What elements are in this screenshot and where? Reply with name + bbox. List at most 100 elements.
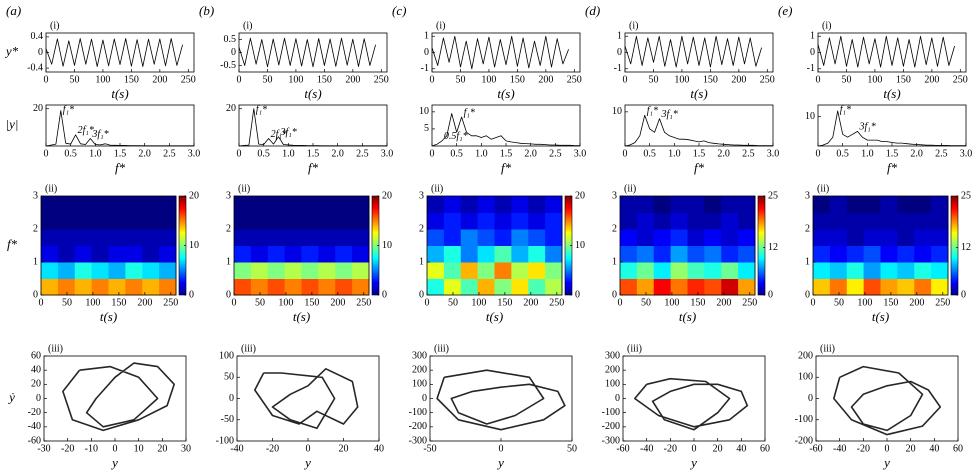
y-tick-label: 0 — [226, 289, 231, 300]
heat-cell — [846, 212, 865, 230]
x-tick-label: -40 — [640, 443, 653, 454]
x-tick-label: 1.5 — [886, 148, 899, 159]
x-tick-label: 200 — [523, 297, 538, 308]
heat-cell — [427, 212, 445, 230]
x-tick-label: 40 — [929, 443, 939, 454]
data-line — [624, 35, 762, 68]
heat-cell — [880, 196, 898, 213]
x-tick-label: 2.5 — [549, 148, 562, 159]
heat-cell — [142, 278, 160, 296]
heat-cell — [91, 278, 109, 296]
x-tick-label: 20 — [339, 443, 349, 454]
colorbar-tick-label: 25 — [768, 190, 778, 201]
x-axis-label: f* — [501, 160, 512, 175]
heat-cell — [284, 262, 302, 279]
heat-cell — [159, 229, 177, 246]
heat-cell — [427, 245, 445, 263]
y-tick-label: 1 — [33, 256, 38, 267]
x-tick-label: 0.5 — [643, 148, 656, 159]
x-tick-label: 250 — [356, 297, 371, 308]
colorbar-tick-label: 0 — [961, 289, 966, 300]
heat-cell — [511, 262, 529, 279]
heat-cell — [318, 278, 336, 296]
heat-cell — [267, 262, 286, 279]
y-tick-label: -200 — [409, 421, 427, 432]
x-tick-label: 2.5 — [163, 148, 176, 159]
heat-cell — [125, 262, 143, 279]
heat-cell — [653, 245, 672, 263]
heat-cell — [460, 245, 479, 263]
colorbar-tick-label: 0 — [189, 289, 194, 300]
x-tick-label: 2.0 — [910, 148, 923, 159]
annotation: f₁* — [464, 107, 475, 118]
heat-cell — [335, 212, 353, 230]
x-tick-label: 150 — [690, 297, 705, 308]
heat-cell — [636, 196, 655, 213]
heat-cell — [687, 278, 705, 296]
x-tick-label: 250 — [953, 74, 968, 85]
y-tick-label: -1 — [421, 63, 429, 74]
x-tick-label: 200 — [152, 74, 167, 85]
heat-cell — [301, 229, 319, 246]
heat-cell — [931, 262, 949, 279]
y-tick-label: 1 — [805, 256, 810, 267]
heat-cell — [721, 196, 739, 213]
x-tick-label: 0 — [237, 148, 242, 159]
x-tick-label: 3.0 — [188, 148, 201, 159]
heat-cell — [721, 229, 739, 246]
heat-cell — [653, 229, 672, 246]
heat-cell — [57, 245, 76, 263]
heat-cell — [738, 262, 756, 279]
heat-cell — [142, 245, 160, 263]
x-tick-label: 50 — [455, 74, 465, 85]
x-tick-label: 1.0 — [475, 148, 488, 159]
heat-cell — [880, 212, 898, 230]
x-tick-label: 1.0 — [282, 148, 295, 159]
x-tick-label: 100 — [857, 297, 872, 308]
heat-cell — [897, 196, 915, 213]
heat-cell — [57, 262, 76, 279]
heat-cell — [511, 245, 529, 263]
heat-cell — [545, 262, 563, 279]
heat-cell — [620, 245, 638, 263]
heat-cell — [301, 212, 319, 230]
heat-cell — [460, 196, 479, 213]
x-tick-label: 250 — [760, 74, 775, 85]
heat-cell — [545, 212, 563, 230]
heat-cell — [74, 245, 93, 263]
x-tick-label: 100 — [674, 74, 689, 85]
y-tick-label: 0 — [424, 47, 429, 58]
heat-cell — [738, 229, 756, 246]
y-tick-label: -300 — [409, 435, 427, 446]
heat-cell — [318, 196, 336, 213]
heat-cell — [914, 196, 932, 213]
y-tick-label: 10 — [612, 106, 622, 117]
heat-cell — [670, 262, 688, 279]
x-tick-label: 0 — [811, 297, 816, 308]
x-tick-label: 250 — [549, 297, 564, 308]
x-tick-label: 250 — [181, 74, 196, 85]
x-tick-label: 40 — [374, 443, 384, 454]
x-tick-label: 100 — [288, 74, 303, 85]
data-line — [436, 369, 566, 431]
x-tick-label: -20 — [61, 443, 74, 454]
x-tick-label: 0 — [623, 74, 628, 85]
heat-cell — [813, 262, 831, 279]
y-tick-label: 0 — [38, 47, 43, 58]
x-tick-label: 100 — [664, 297, 679, 308]
colorbar-tick-label: 0 — [575, 289, 580, 300]
heat-cell — [427, 196, 445, 213]
y-tick-label: 1 — [424, 31, 429, 42]
heat-cell — [477, 278, 495, 296]
heat-cell — [528, 196, 546, 213]
x-axis-label: f* — [115, 160, 126, 175]
heat-cell — [846, 196, 865, 213]
heat-cell — [125, 278, 143, 296]
heat-cell — [352, 262, 370, 279]
x-axis-label: f* — [694, 160, 705, 175]
heat-cell — [335, 262, 353, 279]
subpanel-label: (i) — [243, 20, 252, 31]
y-tick-label: 2 — [419, 223, 424, 234]
heat-cell — [813, 229, 831, 246]
heat-cell — [352, 278, 370, 296]
